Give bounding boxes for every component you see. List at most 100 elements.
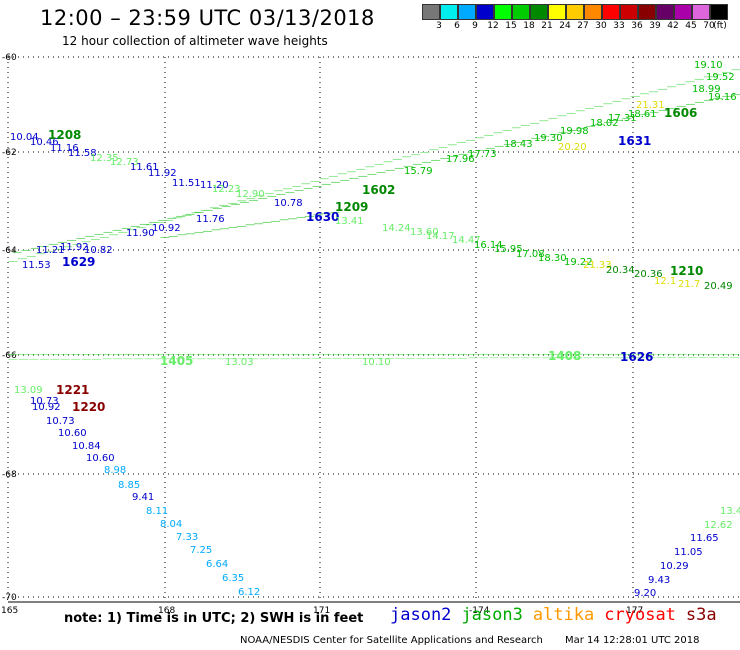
wave-height-value: 20.49	[704, 281, 733, 292]
track-mark: —	[458, 353, 468, 364]
track-mark: —	[688, 352, 698, 363]
scale-label: 9	[472, 21, 478, 31]
track-mark: —	[603, 98, 613, 109]
track-mark: —	[367, 169, 377, 180]
scale-label: 27	[577, 21, 589, 31]
track-mark: —	[374, 353, 384, 364]
scale-swatch	[584, 4, 602, 20]
wave-height-value: 15.95	[494, 244, 523, 255]
track-mark: —	[90, 234, 100, 245]
wave-height-value: 11.92	[60, 242, 89, 253]
wave-height-value: 13.09	[14, 385, 43, 396]
track-mark: —	[584, 103, 594, 114]
track-mark: —	[8, 256, 18, 267]
scale-label: 3	[436, 21, 442, 31]
track-mark: —	[458, 149, 468, 160]
track-mark: —	[176, 211, 186, 222]
track-mark: —	[102, 354, 112, 365]
track-mark: —	[416, 349, 426, 360]
track-mark: —	[158, 215, 168, 226]
track-mark: —	[698, 352, 708, 363]
track-mark: —	[165, 349, 175, 360]
wave-height-value: 12.35	[90, 153, 119, 164]
track-mark: —	[245, 220, 255, 231]
track-mark: —	[604, 352, 614, 363]
track-mark: —	[499, 353, 509, 364]
track-mark: —	[622, 113, 632, 124]
latitude-label: -66	[2, 351, 17, 361]
pass-time-label: 1626	[620, 350, 653, 364]
track-mark: —	[631, 111, 641, 122]
track-mark: —	[164, 215, 174, 226]
track-mark: —	[385, 165, 395, 176]
track-mark: —	[123, 349, 133, 360]
track-mark: —	[494, 141, 504, 152]
wave-height-value: 12.1	[654, 276, 676, 287]
track-mark: —	[165, 354, 175, 365]
pass-time-label: 1210	[670, 264, 703, 278]
scale-swatch	[602, 4, 620, 20]
track-mark: —	[698, 349, 708, 360]
track-mark: —	[594, 352, 604, 363]
track-mark: —	[639, 89, 649, 100]
track-mark: —	[207, 353, 217, 364]
wave-height-value: 6.35	[222, 573, 244, 584]
track-mark: —	[364, 353, 374, 364]
track-mark: —	[237, 221, 247, 232]
track-mark: —	[403, 161, 413, 172]
track-mark: —	[709, 352, 719, 363]
track-mark: —	[92, 349, 102, 360]
track-mark: —	[246, 193, 256, 204]
scale-label: 42	[667, 21, 679, 31]
track-mark: —	[292, 181, 302, 192]
track-mark: —	[557, 111, 567, 122]
wave-height-value: 13.41	[335, 216, 364, 227]
track-mark: —	[649, 86, 659, 97]
track-mark: —	[60, 349, 70, 360]
track-mark: —	[479, 349, 489, 360]
track-mark: —	[646, 352, 656, 363]
track-mark: —	[431, 155, 441, 166]
track-mark: —	[467, 147, 477, 158]
track-mark: —	[704, 95, 714, 106]
wave-height-value: 15.79	[404, 166, 433, 177]
wave-height-value: 8.85	[118, 480, 140, 491]
track-mark: —	[730, 352, 740, 363]
wave-height-value: 18.30	[538, 253, 567, 264]
track-mark: —	[713, 69, 723, 80]
pass-time-label: 1606	[664, 106, 697, 120]
track-mark: —	[520, 353, 530, 364]
track-mark: —	[35, 249, 45, 260]
track-mark: —	[412, 159, 422, 170]
wave-height-value: 18.99	[692, 84, 721, 95]
track-mark: —	[731, 89, 740, 100]
track-mark: —	[422, 157, 432, 168]
wave-height-value: 7.33	[176, 532, 198, 543]
track-mark: —	[175, 349, 185, 360]
track-mark: —	[269, 353, 279, 364]
latitude-label: -68	[2, 470, 17, 480]
scale-swatch	[422, 4, 440, 20]
wave-height-value: 10.04	[10, 132, 39, 143]
track-mark: —	[429, 144, 439, 155]
track-mark: —	[221, 201, 231, 212]
track-mark: —	[217, 353, 227, 364]
track-mark: —	[303, 183, 313, 194]
track-mark: —	[447, 140, 457, 151]
track-mark: —	[667, 103, 677, 114]
wave-height-value: 18.02	[590, 118, 619, 129]
track-mark: —	[285, 187, 295, 198]
track-mark: —	[685, 99, 695, 110]
track-mark: —	[169, 231, 179, 242]
track-mark: —	[182, 210, 192, 221]
wave-height-value: 11.16	[50, 143, 79, 154]
legend-satellite-jason3: jason3	[461, 605, 523, 625]
track-mark: —	[203, 205, 213, 216]
track-mark: —	[102, 349, 112, 360]
track-mark: —	[615, 352, 625, 363]
track-mark: —	[510, 353, 520, 364]
track-mark: —	[392, 154, 402, 165]
track-mark: —	[113, 349, 123, 360]
track-mark: —	[186, 228, 196, 239]
